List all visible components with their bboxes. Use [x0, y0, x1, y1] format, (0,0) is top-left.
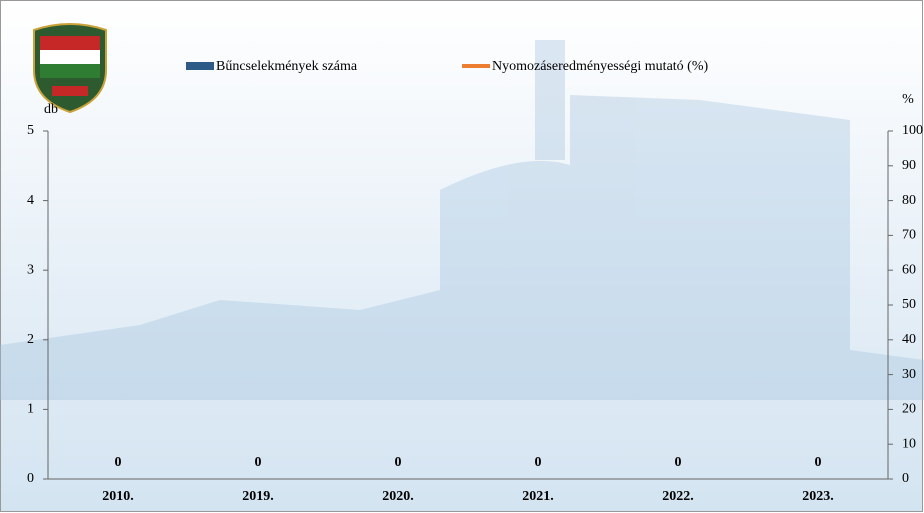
- y2-tick-label: 30: [902, 367, 916, 382]
- building-backdrop: [0, 40, 924, 400]
- legend-swatch: [186, 62, 214, 70]
- x-tick-label: 2022.: [662, 489, 694, 504]
- y2-tick-label: 100: [902, 123, 923, 138]
- y-tick-label: 0: [27, 471, 34, 486]
- value-label: 0: [535, 455, 542, 470]
- y2-tick-label: 0: [902, 471, 909, 486]
- value-label: 0: [115, 455, 122, 470]
- legend-label: Nyomozáseredményességi mutató (%): [492, 59, 708, 74]
- y-axis-label: db: [44, 102, 58, 117]
- y2-axis-label: %: [902, 92, 914, 107]
- police-badge: [33, 23, 107, 114]
- value-label: 0: [395, 455, 402, 470]
- y-tick-label: 3: [27, 262, 34, 277]
- value-label: 0: [815, 455, 822, 470]
- y2-tick-label: 90: [902, 158, 916, 173]
- y2-tick-label: 70: [902, 228, 916, 243]
- y-tick-label: 2: [27, 332, 34, 347]
- value-label: 0: [255, 455, 262, 470]
- legend-swatch: [462, 64, 490, 68]
- x-tick-label: 2023.: [802, 489, 834, 504]
- y-tick-label: 1: [27, 402, 34, 417]
- x-tick-label: 2020.: [382, 489, 414, 504]
- x-tick-label: 2019.: [242, 489, 274, 504]
- legend-label: Bűncselekmények száma: [216, 59, 358, 74]
- y-tick-label: 4: [27, 193, 34, 208]
- x-tick-label: 2021.: [522, 489, 554, 504]
- y2-tick-label: 20: [902, 402, 916, 417]
- y2-tick-label: 60: [902, 262, 916, 277]
- y2-tick-label: 10: [902, 436, 916, 451]
- y-tick-label: 5: [27, 123, 34, 138]
- y2-tick-label: 40: [902, 332, 916, 347]
- y2-tick-label: 50: [902, 297, 916, 312]
- x-tick-label: 2010.: [102, 489, 134, 504]
- value-label: 0: [675, 455, 682, 470]
- y2-tick-label: 80: [902, 193, 916, 208]
